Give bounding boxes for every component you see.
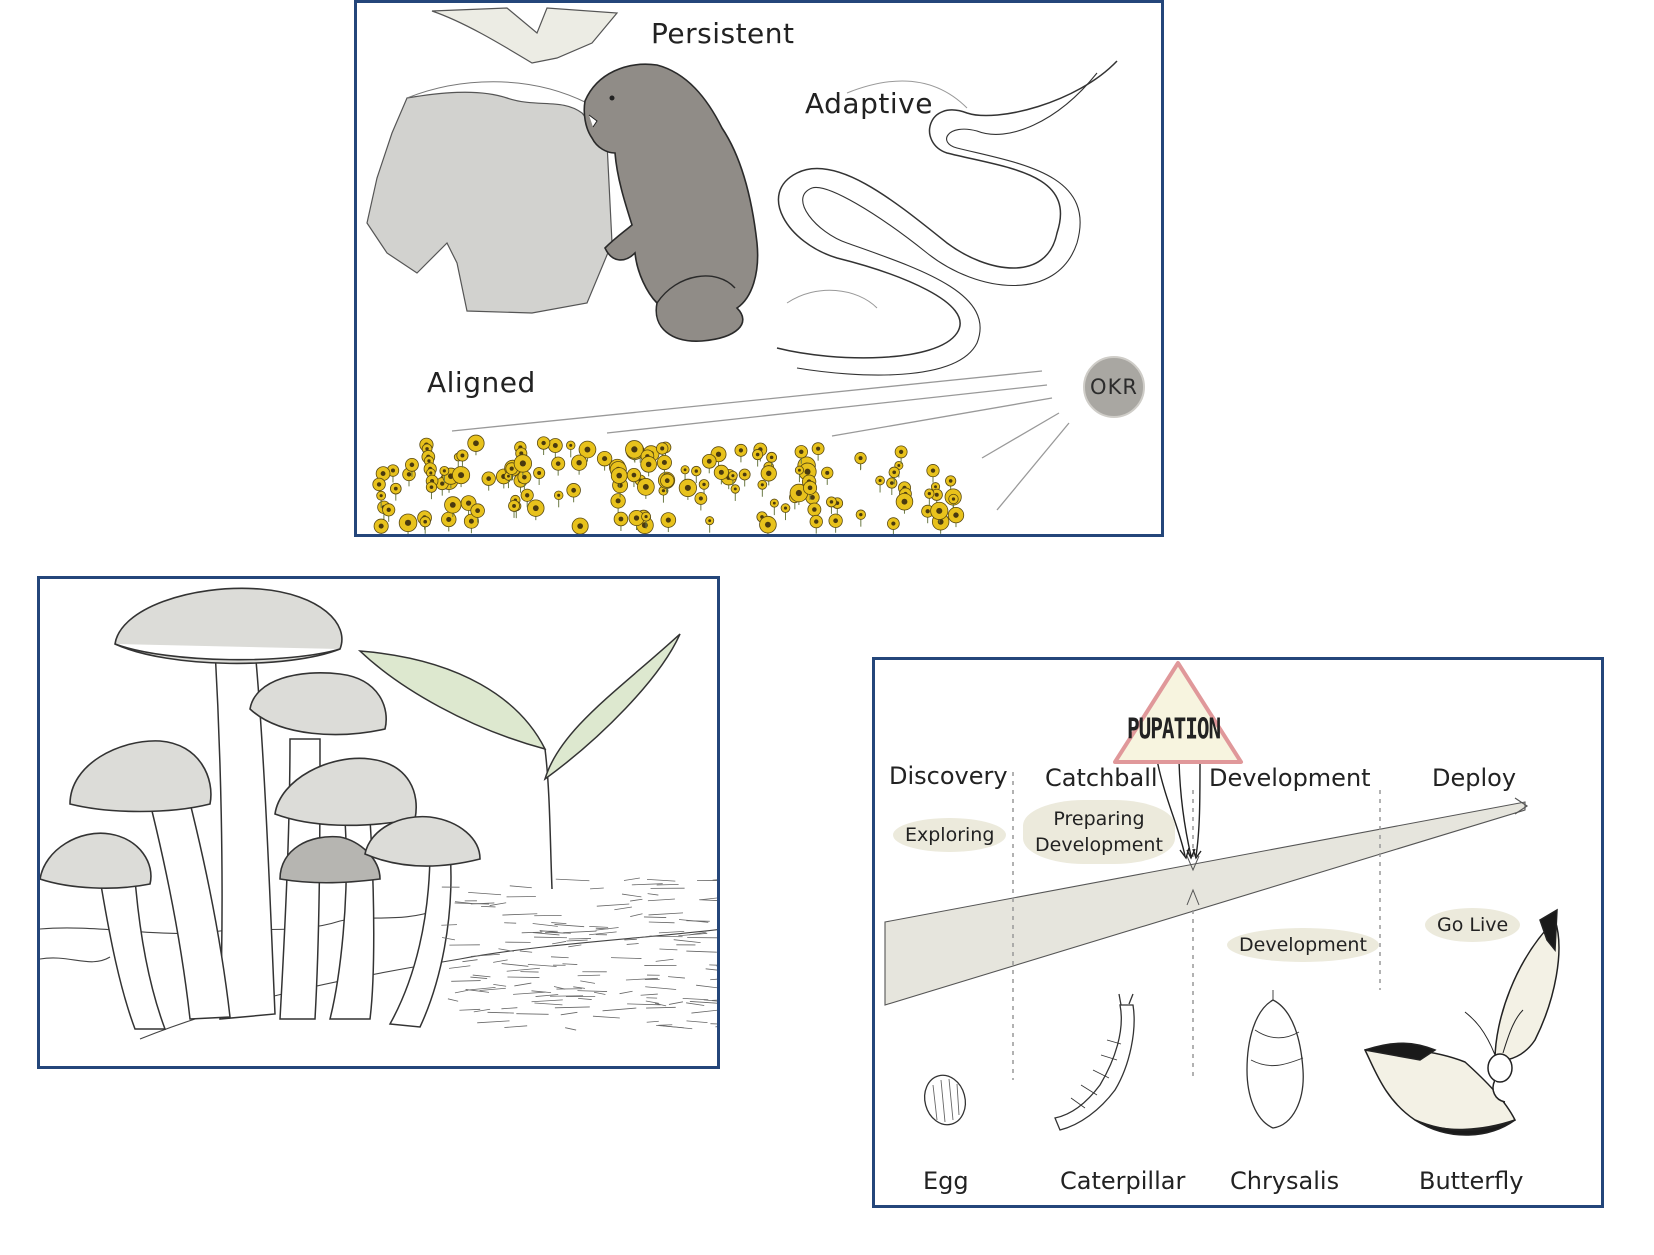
phase-deploy: Deploy [1432, 764, 1517, 792]
activity-preparing-line2: Development [1035, 834, 1163, 856]
egg-icon [923, 1074, 967, 1126]
phase-development: Development [1209, 764, 1371, 792]
grass-icon [441, 877, 717, 1031]
phase-discovery: Discovery [889, 762, 1008, 790]
phase-dividers [1012, 772, 1381, 1080]
stage-chrysalis: Chrysalis [1230, 1167, 1340, 1195]
stage-caterpillar: Caterpillar [1060, 1167, 1186, 1195]
okr-sun-badge: OKR [1083, 356, 1145, 418]
persistent-label: Persistent [651, 17, 795, 50]
aligned-label: Aligned [427, 366, 536, 399]
rock-icon [366, 7, 619, 314]
beaver-icon [583, 63, 759, 342]
phase-catchball: Catchball [1045, 764, 1158, 792]
river-icon [776, 60, 1118, 376]
stage-butterfly: Butterfly [1419, 1167, 1524, 1195]
mushroom-illustration [40, 587, 717, 1040]
chrysalis-icon [1246, 990, 1304, 1129]
timeline-band [884, 801, 1526, 1006]
traits-illustration-panel: Persistent Adaptive Aligned OKR [354, 0, 1164, 537]
mushroom-illustration-panel [37, 576, 720, 1069]
traits-illustration [366, 7, 1118, 534]
pupation-warning-sign [1113, 661, 1243, 764]
sunflower-field-icon [372, 434, 965, 534]
pupation-label: PUPATION [1127, 712, 1221, 746]
lifecycle-diagram [884, 661, 1560, 1136]
activity-exploring: Exploring [893, 818, 1007, 852]
stage-egg: Egg [923, 1167, 969, 1195]
timeline-arrowhead [1514, 797, 1529, 815]
activity-development: Development [1227, 928, 1379, 962]
activity-preparing-line1: Preparing [1053, 808, 1145, 830]
butterfly-icon [1363, 908, 1560, 1136]
activity-preparing-development: Preparing Development [1023, 800, 1175, 864]
pupation-arrows [1156, 759, 1202, 860]
adaptive-label: Adaptive [805, 87, 933, 120]
okr-light-rays [451, 370, 1070, 511]
activity-go-live: Go Live [1425, 908, 1521, 942]
pupation-pinch [1186, 855, 1200, 906]
seedling-icon [357, 633, 681, 890]
lifecycle-panel: PUPATION Discovery Catchball Development… [872, 657, 1604, 1208]
mushroom-cluster-icon [40, 587, 481, 889]
caterpillar-icon [1054, 993, 1135, 1131]
